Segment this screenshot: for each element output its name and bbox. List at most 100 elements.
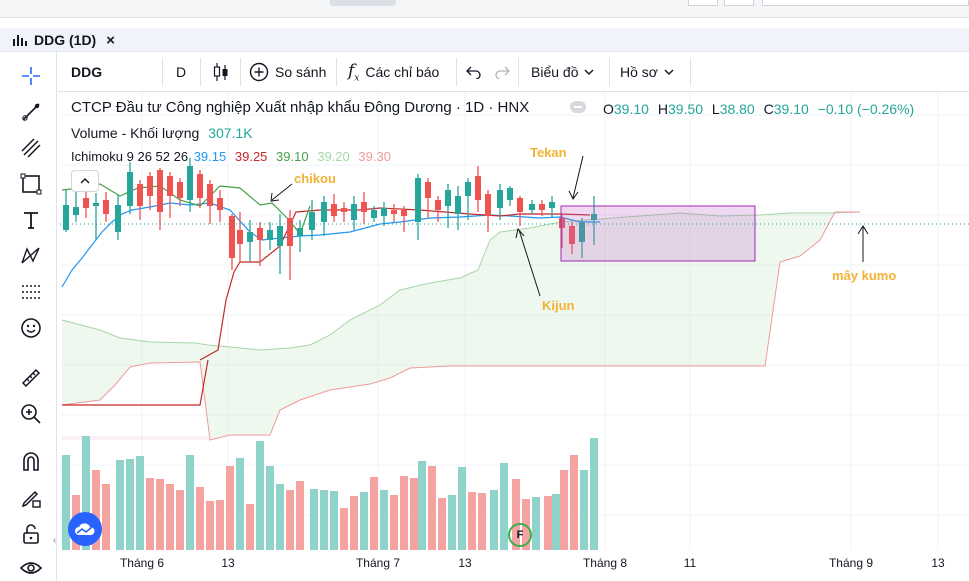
volume-bar <box>166 484 174 550</box>
symbol-label: DDG <box>71 64 103 80</box>
annotation-tekan: Tekan <box>530 145 567 160</box>
volume-bar <box>570 455 578 550</box>
emoji-icon[interactable] <box>17 314 45 342</box>
volume-bar <box>400 476 408 550</box>
browser-button[interactable] <box>688 0 718 6</box>
financial-event-marker[interactable]: F <box>508 523 532 547</box>
chart-type-dropdown[interactable]: Biểu đồ <box>531 52 594 92</box>
volume-legend[interactable]: Volume - Khối lượng 307.1K <box>71 125 258 141</box>
candle-body <box>137 184 143 206</box>
candle-body <box>157 170 163 212</box>
volume-bar <box>478 493 486 550</box>
volume-bar <box>448 495 456 550</box>
candle-body <box>401 210 407 216</box>
browser-button[interactable] <box>724 0 754 6</box>
ohlc-values: O39.10 H39.50 L38.80 C39.10 −0.10 (−0.26… <box>603 101 919 117</box>
x-axis-label: 13 <box>931 556 945 570</box>
toolbar-divider <box>200 58 201 86</box>
undo-icon <box>466 66 481 79</box>
lock-draw-icon[interactable] <box>17 484 45 512</box>
symbol-title: CTCP Đầu tư Công nghiệp Xuất nhập khẩu Đ… <box>71 99 530 116</box>
volume-bar <box>580 470 588 550</box>
volume-bar <box>196 487 204 550</box>
candle-body <box>455 196 461 214</box>
candle-type-button[interactable] <box>212 52 230 92</box>
indicators-button[interactable]: fx Các chỉ báo <box>348 52 439 92</box>
chevron-up-icon <box>80 178 90 184</box>
indicators-label: Các chỉ báo <box>365 64 440 80</box>
volume-bar <box>544 496 552 550</box>
redo-button[interactable] <box>494 52 510 92</box>
compare-button[interactable]: So sánh <box>249 52 326 92</box>
volume-bar <box>438 498 446 550</box>
volume-bar <box>82 436 90 550</box>
candle-body <box>341 208 347 212</box>
chikou-arrow <box>270 183 293 202</box>
candle-body <box>267 230 273 240</box>
redo-icon <box>495 66 510 79</box>
volume-bar <box>350 496 358 550</box>
profile-dropdown[interactable]: Hồ sơ <box>620 52 674 92</box>
collapse-legend-button[interactable] <box>71 170 99 192</box>
chart-toolbar: DDG D So sánh fx Các chỉ báo Biểu đồ Hồ … <box>58 52 969 92</box>
candle-body <box>445 190 451 206</box>
drawing-toolbar <box>0 52 57 581</box>
volume-bar <box>512 479 520 550</box>
fib-icon[interactable] <box>17 134 45 162</box>
chart-tab[interactable]: DDG (1D) × <box>0 28 125 52</box>
symbol-button[interactable]: DDG <box>71 52 102 92</box>
candle-body <box>83 198 89 208</box>
rectangle-icon[interactable] <box>17 170 45 198</box>
ichimoku-legend[interactable]: Ichimoku 9 26 52 26 39.15 39.25 39.10 39… <box>71 149 396 164</box>
ohlc-l-label: L <box>711 101 720 117</box>
ichimoku-conversion: 39.15 <box>193 149 227 164</box>
x-axis-label: Tháng 8 <box>582 556 628 570</box>
scroll-left-icon[interactable]: ‹ <box>53 535 57 546</box>
compare-label: So sánh <box>275 64 327 80</box>
interval-button[interactable]: D <box>176 52 186 92</box>
text-icon[interactable] <box>17 206 45 234</box>
candle-body <box>331 204 337 216</box>
volume-bar <box>136 456 144 550</box>
volume-bar <box>320 490 328 550</box>
volume-bar <box>500 463 508 550</box>
chevron-down-icon <box>664 69 674 75</box>
candle-body <box>93 203 99 206</box>
crosshair-icon[interactable] <box>17 62 45 90</box>
candle-body <box>127 172 133 206</box>
trend-line-icon[interactable] <box>17 98 45 126</box>
volume-label: Volume - Khối lượng <box>71 125 200 141</box>
chart-tab-title: DDG (1D) <box>34 32 97 48</box>
candle-body <box>147 176 153 196</box>
volume-bar <box>360 492 368 550</box>
undo-button[interactable] <box>466 52 482 92</box>
highlight-rectangle[interactable] <box>560 205 756 262</box>
eye-icon[interactable] <box>17 554 45 581</box>
zoom-icon[interactable] <box>17 400 45 428</box>
ichimoku-lagging: 39.10 <box>276 149 309 164</box>
candle-body <box>187 166 193 200</box>
broker-logo[interactable] <box>68 512 102 546</box>
annotation-chikou: chikou <box>294 171 336 186</box>
forecast-icon[interactable] <box>17 278 45 306</box>
volume-bar <box>552 494 560 550</box>
volume-bar <box>116 460 124 550</box>
candle-body <box>247 232 253 242</box>
ruler-icon[interactable] <box>17 364 45 392</box>
magnet-icon[interactable] <box>17 448 45 476</box>
hide-legend-button[interactable] <box>570 101 586 113</box>
volume-bar <box>370 477 378 550</box>
volume-bar <box>206 501 214 550</box>
candle-body <box>569 226 575 244</box>
cloud-fill <box>62 212 860 440</box>
ohlc-h-label: H <box>657 101 668 117</box>
pattern-icon[interactable] <box>17 242 45 270</box>
unlock-icon[interactable] <box>17 520 45 548</box>
function-icon: fx <box>348 60 360 84</box>
candle-body <box>167 176 173 196</box>
volume-bar <box>458 467 466 550</box>
close-icon[interactable]: × <box>106 31 115 49</box>
chart-type-label: Biểu đồ <box>531 64 579 80</box>
ohlc-open: 39.10 <box>613 101 649 117</box>
